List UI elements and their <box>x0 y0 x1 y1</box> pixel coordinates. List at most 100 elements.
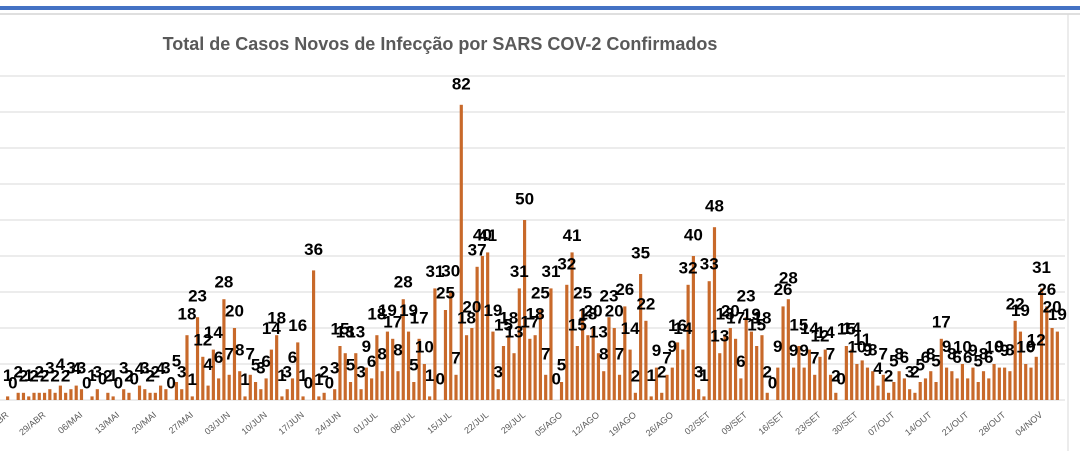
bar <box>143 389 147 400</box>
bar <box>617 374 622 400</box>
data-label: 1 <box>298 366 307 385</box>
bar <box>111 396 115 400</box>
data-label: 4 <box>156 359 166 378</box>
bar <box>396 371 400 400</box>
bar <box>987 378 991 400</box>
bar <box>470 328 474 400</box>
data-label: 2 <box>657 362 666 381</box>
data-label: 26 <box>774 280 793 299</box>
bar <box>290 378 295 400</box>
bar <box>607 317 611 400</box>
data-label: 10 <box>953 337 972 356</box>
data-label: 2 <box>61 366 70 385</box>
data-label: 5 <box>889 351 898 370</box>
data-label: 37 <box>468 240 487 259</box>
bar <box>939 338 943 400</box>
data-label: 1 <box>87 366 96 385</box>
bar <box>1018 331 1023 400</box>
bar <box>586 335 590 400</box>
data-label: 5 <box>931 351 940 370</box>
bar <box>934 382 938 400</box>
data-label: 20 <box>225 301 244 320</box>
bar <box>776 367 780 400</box>
data-label: 13 <box>505 323 524 342</box>
data-label: 0 <box>325 373 334 392</box>
bar <box>844 346 848 400</box>
bar <box>633 392 637 400</box>
bar <box>881 374 885 400</box>
bar <box>338 346 342 400</box>
data-label: 6 <box>984 348 993 367</box>
data-label: 3 <box>282 363 291 382</box>
data-label: 3 <box>140 359 149 378</box>
bar <box>449 292 453 400</box>
data-label: 14 <box>621 319 640 338</box>
data-label: 15 <box>837 319 856 338</box>
bar <box>137 385 142 400</box>
data-label: 18 <box>526 305 545 324</box>
bar <box>570 252 574 400</box>
data-label: 15 <box>789 315 808 334</box>
data-label: 28 <box>214 273 233 292</box>
data-label: 30 <box>441 261 460 280</box>
data-label: 12 <box>811 326 830 345</box>
data-label: 18 <box>367 305 386 324</box>
data-label: 6 <box>921 348 930 367</box>
bar <box>359 389 363 400</box>
bar <box>581 310 585 400</box>
data-label: 9 <box>799 341 808 360</box>
data-label: 9 <box>789 341 798 360</box>
data-label: 2 <box>35 362 44 381</box>
bar <box>285 389 289 400</box>
bar <box>945 367 949 400</box>
bar <box>792 367 796 400</box>
bar <box>195 317 200 400</box>
bar <box>649 396 653 400</box>
data-label: 5 <box>974 351 983 370</box>
bar <box>602 371 606 400</box>
bar <box>16 392 20 400</box>
data-label: 13 <box>346 323 365 342</box>
data-label: 9 <box>1000 341 1009 360</box>
data-label: 8 <box>1005 341 1014 360</box>
data-label: 2 <box>631 366 640 385</box>
data-label: 19 <box>1011 301 1030 320</box>
bar <box>908 389 912 400</box>
data-label: 35 <box>631 243 650 262</box>
bar <box>222 299 226 400</box>
bar <box>1003 367 1007 400</box>
data-label: 40 <box>684 225 703 244</box>
data-label: 82 <box>452 74 471 93</box>
bar <box>913 392 917 400</box>
data-label: 17 <box>520 312 539 331</box>
data-label: 14 <box>816 323 835 342</box>
bar <box>106 392 110 400</box>
data-label: 8 <box>979 345 988 364</box>
bar <box>343 353 347 400</box>
data-label: 1 <box>3 366 12 385</box>
bar <box>27 396 31 400</box>
bar <box>42 392 47 400</box>
bar <box>865 367 870 400</box>
data-label: 7 <box>810 348 819 367</box>
bar <box>755 346 759 400</box>
bar <box>850 349 854 400</box>
bar <box>264 378 268 400</box>
bar <box>786 299 790 400</box>
data-label: 31 <box>1032 258 1051 277</box>
data-label: 2 <box>50 366 59 385</box>
bar <box>180 389 184 400</box>
bar <box>406 331 411 400</box>
data-label: 20 <box>605 301 624 320</box>
bar <box>227 374 231 400</box>
data-label: 25 <box>573 283 592 302</box>
bar <box>950 371 954 400</box>
data-label: 3 <box>93 363 102 382</box>
data-label: 1 <box>24 366 33 385</box>
data-label: 19 <box>399 301 418 320</box>
data-label: 15 <box>494 315 513 334</box>
data-label: 9 <box>362 337 371 356</box>
bar <box>707 281 711 400</box>
data-label: 0 <box>304 373 313 392</box>
data-label: 18 <box>578 305 597 324</box>
